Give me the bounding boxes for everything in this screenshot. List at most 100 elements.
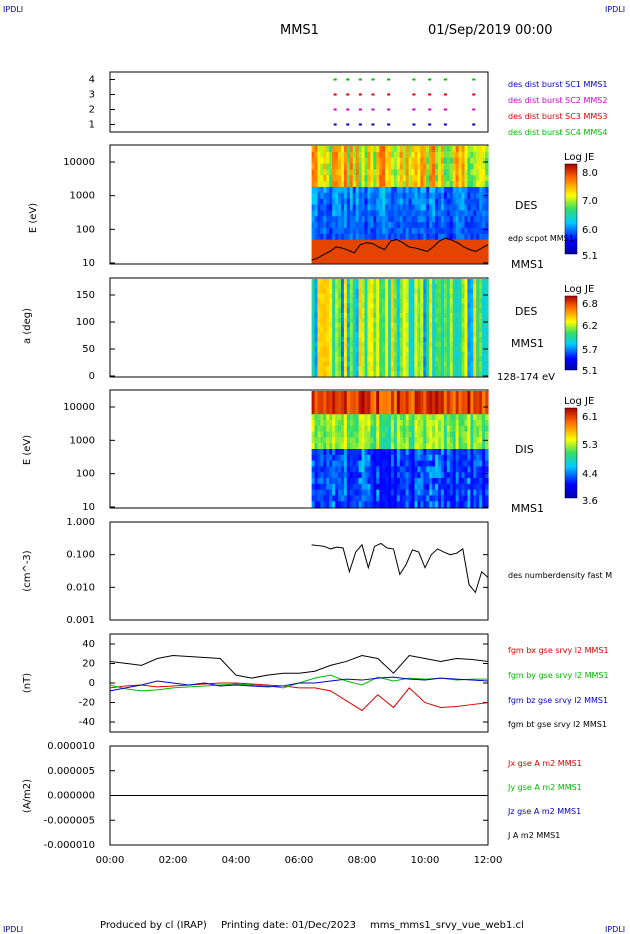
dis-energy-cell [417, 431, 421, 438]
dis-energy-cell [361, 501, 366, 508]
dis-energy-cell [335, 478, 339, 485]
des-energy-cell [335, 245, 339, 252]
des-pitch-cell [429, 283, 433, 290]
dis-energy-cell [355, 460, 360, 467]
des-energy-cell [455, 210, 460, 217]
dis-energy-cell [314, 396, 319, 404]
des-pitch-cell [332, 361, 336, 367]
des-energy-cell [323, 169, 327, 176]
des-pitch-ytick-label: 150 [76, 290, 95, 301]
burst-mark [358, 78, 362, 81]
des-pitch-cell [417, 337, 421, 343]
des-pitch-cell [432, 303, 436, 309]
des-energy-cell [438, 239, 442, 247]
des-energy-cell [449, 175, 454, 182]
dis-energy-cell [341, 449, 345, 456]
des-pitch-cell [464, 322, 469, 329]
dis-energy-cell [464, 443, 469, 450]
des-energy-cell [332, 146, 336, 153]
dis-energy-cell [429, 402, 433, 409]
des-pitch-cell [461, 279, 466, 285]
des-pitch-cell [376, 332, 380, 338]
des-energy-cell [482, 151, 486, 159]
des-pitch-cell [402, 332, 407, 338]
dis-energy-cell [417, 396, 421, 404]
dis-energy-cell [314, 402, 319, 409]
des-pitch-cell [432, 361, 436, 367]
des-pitch-cell [417, 308, 421, 314]
dis-energy-cell [314, 437, 319, 444]
des-pitch-cell [326, 298, 330, 304]
des-energy-cell [364, 181, 369, 188]
des-energy-cell [320, 239, 324, 247]
des-energy-cell [420, 222, 424, 229]
dis-energy-cell [338, 483, 342, 491]
des-pitch-cell [364, 303, 369, 309]
des-energy-cell [414, 222, 419, 229]
des-pitch-cell [479, 342, 483, 348]
dis-energy-cell [446, 472, 451, 479]
dis-energy-cell [399, 454, 404, 462]
dis-energy-cell [476, 489, 480, 496]
des-pitch-cell [476, 337, 480, 343]
des-energy-cell [352, 227, 357, 235]
des-energy-cell [420, 163, 424, 170]
dis-energy-cell [452, 443, 457, 450]
des-energy-cell [449, 198, 454, 206]
dis-energy-cell [417, 483, 421, 491]
dis-energy-cell [361, 460, 366, 467]
des-energy-cell [414, 181, 419, 188]
des-pitch-cell [432, 332, 436, 338]
des-energy-cell [467, 169, 471, 176]
des-pitch-cell [438, 327, 442, 333]
dis-energy-cell [420, 437, 424, 444]
des-pitch-cell [390, 342, 395, 348]
des-energy-cell [402, 233, 407, 241]
dis-energy-cell [311, 478, 316, 485]
des-energy-cell [367, 245, 371, 252]
des-energy-cell [314, 198, 319, 206]
burst-mark [412, 93, 416, 96]
dis-energy-cell [399, 495, 404, 502]
dis-energy-cell [314, 460, 319, 467]
des-pitch-cell [390, 298, 395, 304]
des-pitch-cell [376, 327, 380, 333]
des-energy-cell [320, 251, 324, 258]
des-pitch-cell [373, 361, 377, 367]
des-pitch-cell [323, 366, 327, 372]
des-pitch-cell [349, 308, 354, 314]
des-energy-cell [438, 245, 442, 252]
des-energy-cell [379, 181, 383, 188]
dis-energy-cell [349, 472, 354, 479]
des-energy-cell [388, 192, 392, 200]
des-energy-cell [326, 210, 330, 217]
dis-energy-cell [320, 420, 324, 427]
des-energy-cell [446, 192, 451, 200]
dis-energy-cell [320, 443, 324, 450]
des-pitch-cell [402, 356, 407, 363]
des-pitch-cell [364, 356, 369, 363]
des-pitch-cell [440, 332, 445, 338]
des-pitch-cell [341, 317, 345, 324]
des-energy-cell [458, 239, 463, 247]
dis-energy-cell [355, 478, 360, 485]
des-pitch-cell [440, 283, 445, 290]
dis-energy-cell [332, 495, 336, 502]
des-energy-cell [373, 169, 377, 176]
dis-energy-cell [311, 420, 316, 427]
des-pitch-cell [476, 279, 480, 285]
des-energy-cell [423, 245, 427, 252]
des-pitch-cell [317, 366, 322, 372]
des-energy-cell [423, 210, 427, 217]
dis-energy-cell [388, 460, 392, 467]
des-energy-cell [364, 204, 369, 211]
des-energy-cell [399, 210, 404, 217]
des-energy-cell [338, 222, 342, 229]
des-energy-cell [429, 192, 433, 200]
dis-energy-cell [341, 391, 345, 398]
des-energy-cell [402, 245, 407, 252]
des-pitch-cell [343, 283, 348, 290]
des-pitch-cell [335, 342, 339, 348]
des-energy-cell [343, 239, 348, 247]
des-energy-cell [464, 239, 469, 247]
